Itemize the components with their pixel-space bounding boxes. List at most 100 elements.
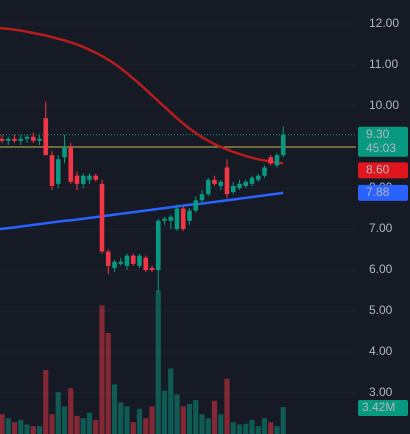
candle-body <box>268 157 274 164</box>
candle-body <box>168 216 174 221</box>
volume-bar <box>149 406 155 434</box>
candle-body <box>230 185 236 193</box>
candle-body <box>93 175 99 180</box>
volume-bar <box>280 407 286 434</box>
volume-bar <box>5 418 11 434</box>
volume-bar <box>124 406 130 434</box>
candle-body <box>212 179 217 184</box>
candle-body <box>87 175 92 180</box>
candle-body <box>43 118 49 156</box>
moving-average <box>0 191 284 231</box>
volume-bar <box>143 418 149 434</box>
volume-bar <box>261 418 268 434</box>
candle-body <box>149 267 155 270</box>
candle-body <box>255 175 261 180</box>
candle-body <box>137 255 142 266</box>
moving-average <box>0 26 284 165</box>
candle-body <box>80 175 86 184</box>
candle-body <box>74 175 80 184</box>
volume-bar <box>168 368 174 434</box>
volume-bar <box>199 414 205 434</box>
volume-bar <box>11 422 18 434</box>
candle-body <box>18 138 24 141</box>
candle-body <box>37 138 42 141</box>
volume-bar <box>80 418 86 434</box>
candle-body <box>162 218 167 221</box>
volume-bar <box>86 412 93 434</box>
candle-body <box>68 146 74 182</box>
candle-body <box>155 220 161 270</box>
candle-body <box>99 183 105 252</box>
candle-body <box>224 167 230 195</box>
y-tick-label: 6.00 <box>369 262 393 276</box>
price-axis <box>356 0 410 434</box>
candle-body <box>105 251 111 266</box>
candle-body <box>0 138 5 141</box>
volume-bar <box>118 402 124 434</box>
y-tick-label: 5.00 <box>369 303 393 317</box>
ma-label-box <box>358 162 408 179</box>
volume-bar <box>68 388 74 434</box>
candle-body <box>24 136 30 139</box>
volume-bar <box>93 419 99 434</box>
ma-label-box <box>358 184 408 201</box>
candle-body <box>49 155 55 186</box>
countdown-label: 45:03 <box>366 141 396 155</box>
volume-bar <box>74 415 80 434</box>
volume-bar <box>186 404 193 434</box>
y-tick-label: 7.00 <box>369 221 393 235</box>
candle-body <box>187 210 192 221</box>
volume-bar <box>274 426 280 434</box>
candle-body <box>12 138 17 141</box>
volume-bar <box>230 422 236 434</box>
y-tick-label: 4.00 <box>369 344 393 358</box>
volume-bar <box>193 400 199 434</box>
volume-bar <box>155 290 161 434</box>
volume-bar <box>161 390 168 434</box>
last-price-label: 9.30 <box>366 127 390 141</box>
volume-bar <box>236 424 243 434</box>
candle-body <box>280 134 286 156</box>
volume-bar <box>61 406 68 434</box>
candle-body <box>30 136 36 141</box>
volume-label-box <box>358 400 408 417</box>
ma-label: 8.60 <box>366 163 390 177</box>
volume-bar <box>243 423 249 434</box>
volume-bar <box>99 305 105 434</box>
candle-body <box>112 261 117 268</box>
volume-bar <box>218 414 224 434</box>
volume-bar <box>136 408 143 434</box>
volume-bar <box>205 418 211 434</box>
volume-bar <box>36 426 43 434</box>
candle-body <box>62 146 67 158</box>
volume-bar <box>0 414 5 434</box>
volume-bar <box>130 422 136 434</box>
volume-bar <box>30 426 36 434</box>
candle-body <box>274 155 280 166</box>
candle-body <box>237 183 242 188</box>
candle-body <box>118 261 124 264</box>
candle-body <box>249 177 255 184</box>
ma-label: 7.88 <box>366 185 390 199</box>
candle-body <box>205 179 211 195</box>
candle-body <box>193 200 199 211</box>
candle-body <box>143 257 149 270</box>
volume-bar <box>249 419 255 434</box>
volume-bar <box>105 332 111 434</box>
volume-bar <box>224 378 230 434</box>
volume-bar <box>55 392 61 434</box>
y-tick-label: 10.00 <box>369 98 399 112</box>
volume-bar <box>49 414 55 434</box>
y-tick-label: 3.00 <box>369 385 393 399</box>
volume-bar <box>268 422 274 434</box>
candle-body <box>124 255 130 266</box>
volume-bar <box>255 426 261 434</box>
candle-body <box>199 194 205 201</box>
candle-body <box>130 255 136 264</box>
volume-bar <box>24 424 30 434</box>
volume-bar <box>180 406 186 434</box>
volume-label: 3.42M <box>362 400 395 414</box>
candle-body <box>55 159 61 184</box>
